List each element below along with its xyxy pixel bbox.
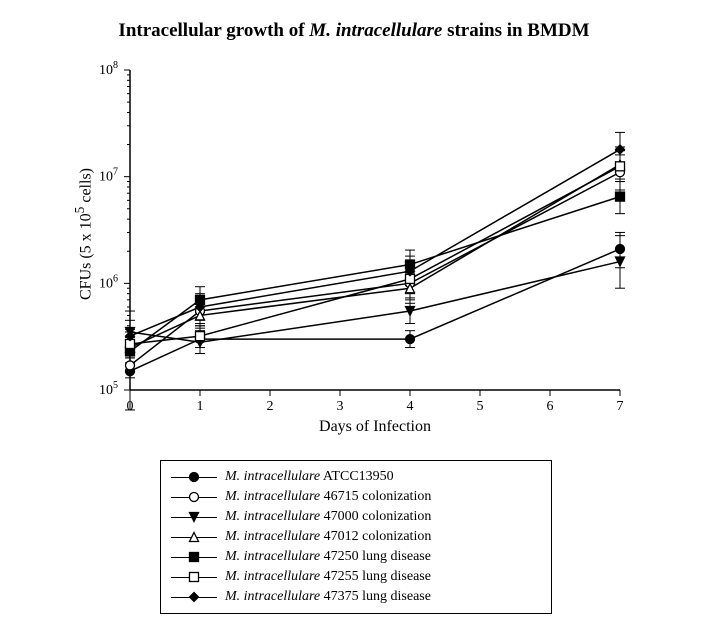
legend-swatch-47255 [171,567,217,587]
legend-label-47375: M. intracellulare 47375 lung disease [217,589,431,605]
legend: M. intracellulare ATCC13950 M. intracellu… [160,460,552,614]
svg-text:5: 5 [477,399,484,414]
legend-swatch-47012 [171,527,217,547]
svg-text:4: 4 [407,399,414,414]
x-axis-label: Days of Infection [130,418,620,436]
legend-swatch-46715 [171,487,217,507]
legend-label-47255: M. intracellulare 47255 lung disease [217,569,431,585]
legend-swatch-47375 [171,587,217,607]
legend-item-46715: M. intracellulare 46715 colonization [171,487,541,507]
legend-label-47000: M. intracellulare 47000 colonization [217,509,431,525]
legend-item-atcc13950: M. intracellulare ATCC13950 [171,467,541,487]
legend-swatch-atcc13950 [171,467,217,487]
svg-text:3: 3 [337,399,344,414]
svg-text:107: 107 [99,167,118,185]
svg-text:1: 1 [197,399,204,414]
y-label-pre: CFUs (5 x 10 [77,213,94,300]
growth-chart: 01234567105106107108 [0,0,650,440]
y-label-post: cells) [77,168,94,207]
y-label-sup: 5 [72,207,87,214]
legend-label-atcc13950: M. intracellulare ATCC13950 [217,469,394,485]
legend-swatch-47000 [171,507,217,527]
svg-text:7: 7 [617,399,624,414]
legend-swatch-47250 [171,547,217,567]
svg-text:6: 6 [547,399,554,414]
legend-label-47250: M. intracellulare 47250 lung disease [217,549,431,565]
y-axis-label: CFUs (5 x 105 cells) [72,168,95,300]
svg-text:105: 105 [99,380,118,398]
legend-item-47375: M. intracellulare 47375 lung disease [171,587,541,607]
legend-item-47000: M. intracellulare 47000 colonization [171,507,541,527]
svg-text:2: 2 [267,399,274,414]
svg-text:108: 108 [99,60,118,78]
legend-item-47250: M. intracellulare 47250 lung disease [171,547,541,567]
svg-text:106: 106 [99,273,118,291]
legend-label-47012: M. intracellulare 47012 colonization [217,529,431,545]
legend-label-46715: M. intracellulare 46715 colonization [217,489,431,505]
legend-item-47012: M. intracellulare 47012 colonization [171,527,541,547]
legend-item-47255: M. intracellulare 47255 lung disease [171,567,541,587]
